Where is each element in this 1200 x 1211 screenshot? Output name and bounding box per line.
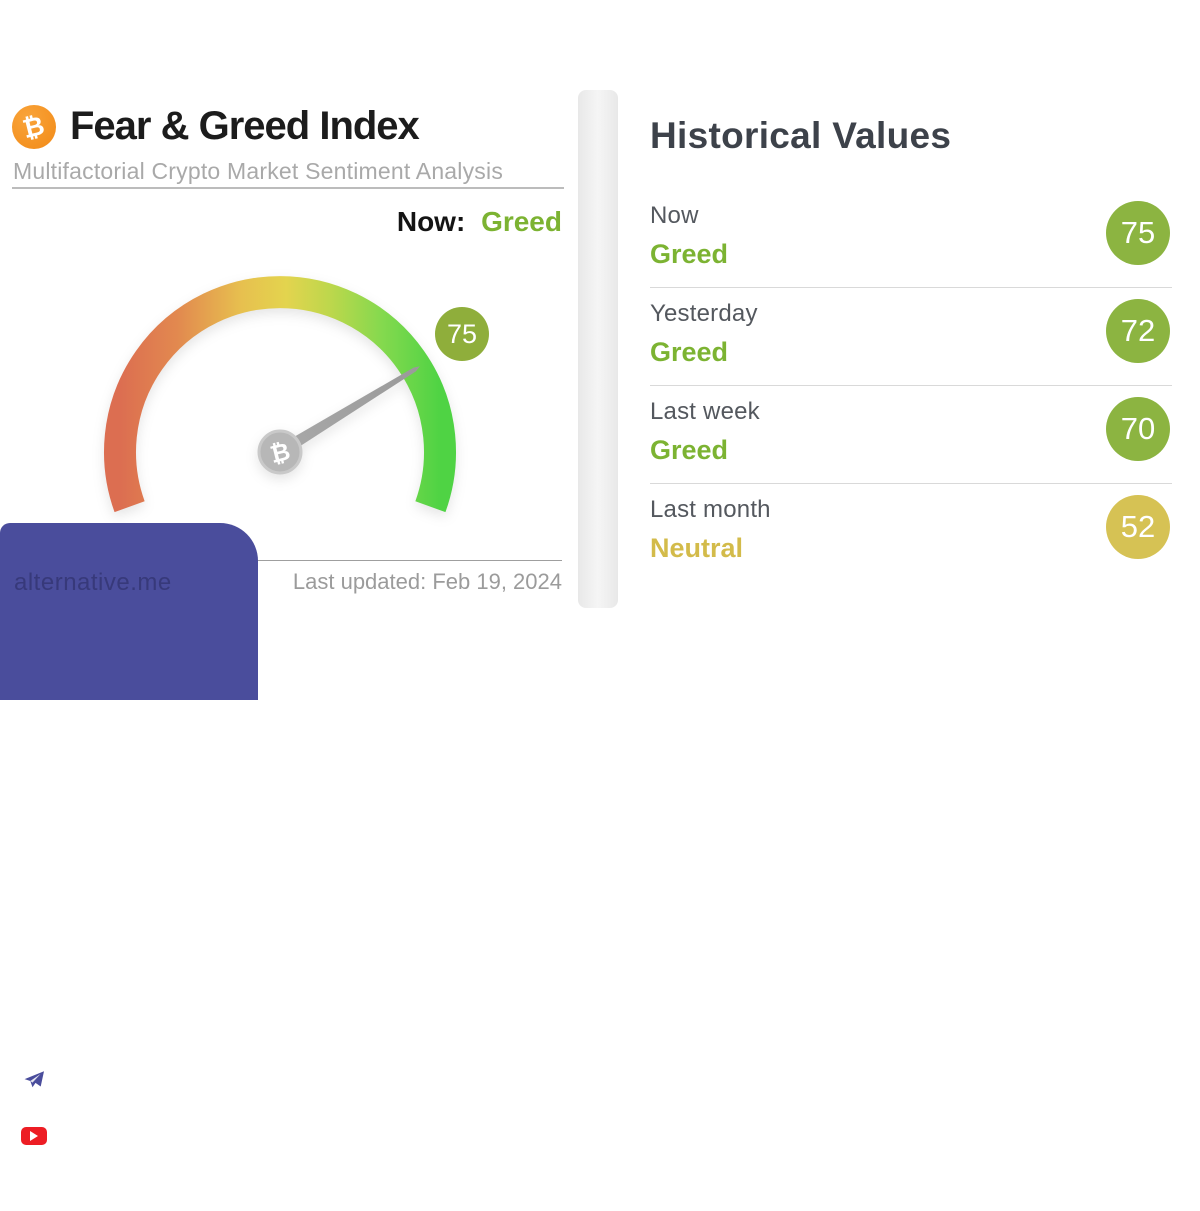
- current-sentiment-line: Now: Greed: [12, 206, 562, 238]
- period-label: Last week: [650, 398, 760, 425]
- header-divider: [12, 187, 564, 189]
- gauge-arc: ₿: [104, 276, 456, 513]
- website-url: WWW.RMCHARTS.IR: [68, 1181, 245, 1200]
- value-badge: 52: [1106, 495, 1170, 559]
- historical-row-yesterday: Yesterday Greed 72: [650, 288, 1172, 386]
- gauge-value-badge: 75: [435, 307, 489, 361]
- youtube-icon: [14, 1116, 54, 1156]
- social-links-panel: RMCHARTS_IR RMCHARTS WWW.RMCHARTS.IR: [0, 523, 258, 1208]
- period-label: Now: [650, 202, 699, 229]
- watermark-text: alternative.me: [14, 569, 172, 596]
- page-subtitle: Multifactorial Crypto Market Sentiment A…: [13, 158, 504, 184]
- value-badge: 70: [1106, 397, 1170, 461]
- period-label: Last month: [650, 496, 771, 523]
- gauge-color-arc: [104, 276, 456, 513]
- historical-row-now: Now Greed 75: [650, 190, 1172, 288]
- bitcoin-symbol: ₿: [19, 109, 48, 144]
- gauge-needle: [276, 366, 420, 458]
- globe-icon: [14, 1171, 54, 1211]
- panel-divider-strip: [578, 90, 618, 608]
- historical-values-title: Historical Values: [650, 115, 952, 156]
- now-label: Now:: [396, 206, 466, 237]
- fear-greed-gauge: ₿: [90, 262, 470, 524]
- website-link[interactable]: WWW.RMCHARTS.IR: [14, 1171, 245, 1211]
- gauge-hub: [257, 429, 303, 475]
- footer-divider: [12, 560, 562, 561]
- youtube-link[interactable]: RMCHARTS: [14, 1116, 168, 1156]
- last-updated-text: Last updated: Feb 19, 2024: [292, 569, 562, 594]
- page-title: Fear & Greed Index: [70, 104, 420, 148]
- sentiment-label: Greed: [650, 435, 729, 465]
- historical-values-list: Now Greed 75 Yesterday Greed 72 Last wee…: [650, 190, 1172, 582]
- telegram-icon: [14, 1060, 54, 1100]
- value-badge: 75: [1106, 201, 1170, 265]
- bitcoin-logo-icon: ₿: [12, 105, 56, 149]
- value-badge: 72: [1106, 299, 1170, 363]
- telegram-link[interactable]: RMCHARTS_IR: [14, 1060, 196, 1100]
- telegram-handle: RMCHARTS_IR: [68, 1070, 197, 1089]
- now-sentiment-value: Greed: [481, 206, 562, 237]
- sentiment-label: Greed: [650, 337, 729, 367]
- sentiment-label: Greed: [650, 239, 729, 269]
- sentiment-label: Neutral: [650, 533, 744, 563]
- historical-row-last-month: Last month Neutral 52: [650, 484, 1172, 582]
- youtube-handle: RMCHARTS: [68, 1126, 169, 1145]
- historical-row-last-week: Last week Greed 70: [650, 386, 1172, 484]
- period-label: Yesterday: [650, 300, 758, 327]
